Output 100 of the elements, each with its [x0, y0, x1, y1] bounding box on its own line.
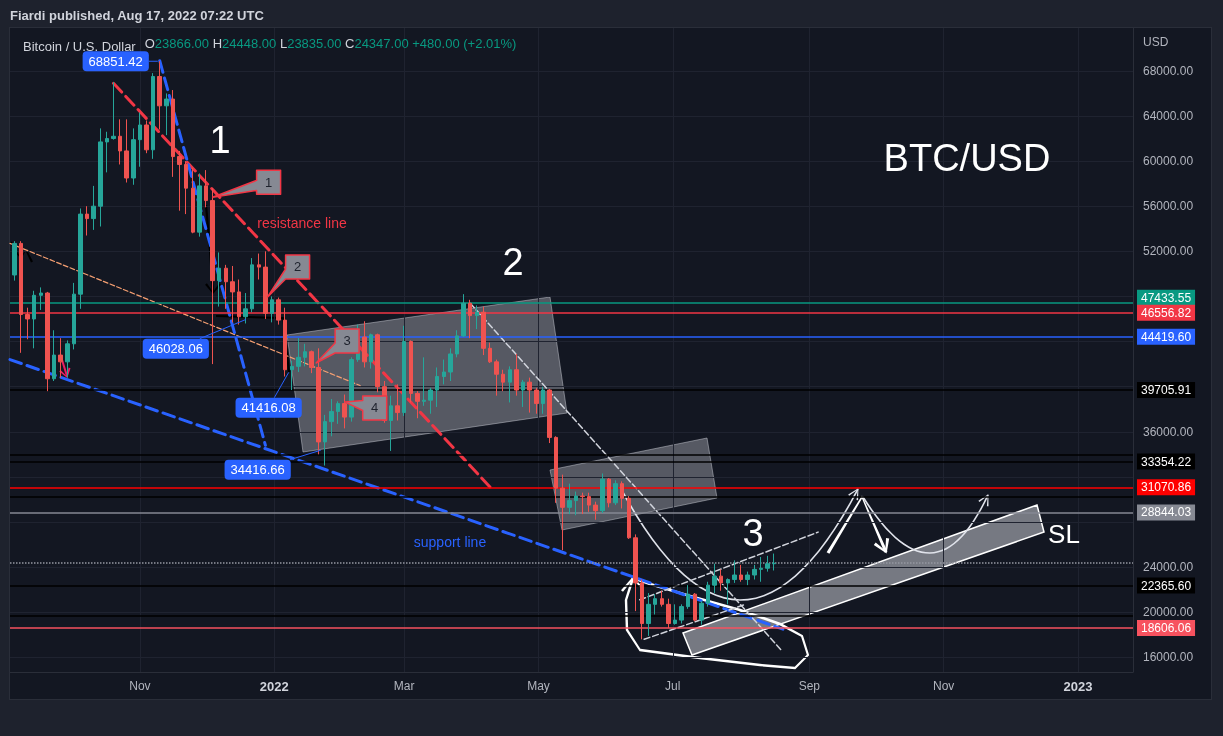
candlestick: [587, 492, 591, 513]
candlestick: [666, 598, 671, 629]
series-label: support line: [413, 534, 487, 550]
candlestick: [111, 81, 116, 141]
candlestick: [521, 379, 525, 408]
candlestick: [98, 127, 103, 227]
candlestick: [693, 592, 697, 622]
candlestick: [699, 600, 704, 626]
candlestick: [448, 347, 453, 382]
candlestick: [316, 347, 321, 455]
candlestick: [224, 264, 228, 310]
ref-line-label: 39705.91: [1141, 382, 1192, 397]
candlestick: [494, 359, 499, 397]
candlestick: [627, 495, 631, 540]
candlestick: [475, 304, 479, 330]
x-tick-label: Nov: [932, 679, 955, 693]
text: Bitcoin / U.S. Dollar: [23, 39, 137, 54]
candlestick: [52, 329, 56, 382]
candlestick: [481, 306, 486, 356]
y-tick-label: 24000.00: [1143, 560, 1194, 575]
x-tick-label: 2022: [259, 679, 289, 694]
candlestick: [745, 571, 750, 586]
candlestick: [144, 119, 149, 154]
ref-line-label: 44419.60: [1141, 329, 1192, 344]
candlestick: [600, 473, 605, 514]
candlestick: [752, 564, 757, 581]
annotation: 68851.42: [88, 53, 143, 69]
candlestick: [257, 253, 261, 281]
candlestick: [171, 89, 175, 178]
candlestick: [19, 240, 23, 354]
candlestick: [283, 307, 287, 377]
text: Fiardi published, Aug 17, 2022 07:22 UTC: [10, 7, 265, 23]
candlestick: [759, 556, 763, 583]
candlestick: [362, 320, 367, 368]
candlestick: [131, 127, 136, 186]
annotation: 1: [264, 174, 273, 190]
y-tick-label: 56000.00: [1143, 199, 1194, 214]
candlestick: [428, 387, 433, 415]
x-tick-label: 2023: [1063, 679, 1093, 694]
candlestick: [673, 603, 677, 626]
y-tick-label: 64000.00: [1143, 108, 1194, 123]
candlestick: [686, 584, 690, 610]
candlestick: [547, 388, 552, 444]
candlestick: [250, 257, 254, 313]
candlestick: [389, 395, 393, 452]
candlestick: [488, 342, 492, 364]
candlestick: [415, 390, 420, 419]
x-tick-label: Sep: [798, 679, 821, 693]
candlestick: [455, 329, 459, 358]
candlestick: [197, 172, 202, 238]
annotation: 3: [343, 333, 351, 349]
candlestick: [303, 343, 307, 367]
y-axis-title: USD: [1143, 35, 1169, 49]
candlestick: [719, 568, 723, 592]
candlestick: [640, 579, 644, 640]
candlestick: [646, 592, 651, 637]
candlestick: [177, 150, 182, 212]
candlestick: [32, 290, 36, 349]
candlestick: [514, 353, 519, 397]
candlestick: [296, 337, 301, 373]
candlestick: [65, 339, 70, 379]
candlestick: [580, 492, 585, 515]
annotation: 34416.66: [230, 462, 285, 478]
candlestick: [290, 360, 294, 391]
candlestick: [78, 207, 83, 310]
candlestick: [243, 292, 248, 324]
candlestick: [204, 169, 208, 208]
candlestick: [560, 474, 565, 551]
ref-line-label: 33354.22: [1141, 454, 1192, 469]
candlestick: [25, 307, 30, 340]
annotation: SL: [1048, 519, 1080, 549]
candlestick: [772, 553, 776, 571]
candlestick: [402, 325, 406, 417]
candlestick: [712, 563, 717, 594]
candlestick: [342, 394, 347, 429]
y-tick-label: 36000.00: [1143, 424, 1194, 439]
candlestick: [329, 398, 334, 437]
y-tick-label: 68000.00: [1143, 63, 1194, 78]
candlestick: [653, 593, 657, 615]
annotation: 1: [209, 119, 231, 161]
candlestick: [58, 337, 63, 379]
candlestick: [442, 359, 446, 385]
annotation: 46028.06: [148, 341, 203, 357]
candlestick: [660, 590, 664, 608]
ref-line-label: 31070.86: [1141, 480, 1192, 495]
candlestick: [706, 581, 710, 608]
candlestick: [85, 205, 89, 237]
candlestick: [164, 92, 169, 136]
ref-line-label: 28844.03: [1141, 505, 1192, 520]
candlestick: [765, 555, 770, 573]
annotation: 2: [294, 259, 302, 275]
candlestick: [230, 265, 235, 323]
candlestick: [217, 251, 221, 308]
candlestick: [72, 282, 76, 350]
candlestick: [270, 295, 274, 323]
x-tick-label: Jul: [665, 679, 681, 693]
candlestick: [633, 533, 638, 612]
candlestick: [593, 501, 598, 521]
x-tick-label: May: [527, 679, 550, 693]
annotation: 41416.08: [241, 400, 296, 416]
